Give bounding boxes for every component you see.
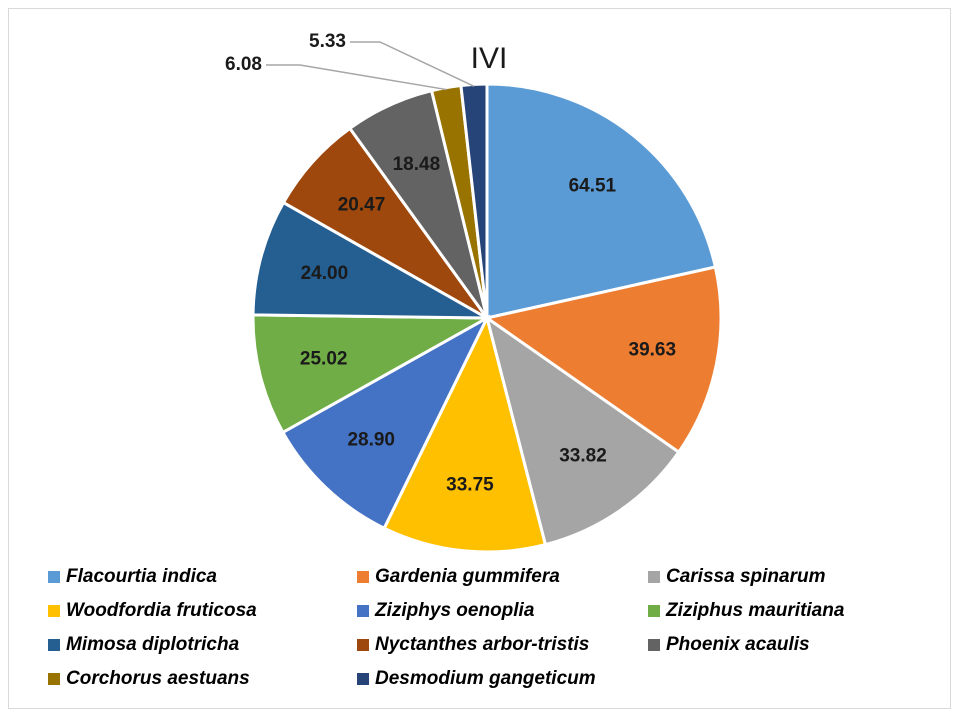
data-label: 20.47 [338, 195, 386, 216]
legend-swatch [357, 571, 369, 583]
legend-swatch [648, 605, 660, 617]
pie-slice [483, 265, 723, 455]
data-label: 33.82 [559, 445, 607, 466]
legend-swatch [357, 605, 369, 617]
legend-swatch [648, 639, 660, 651]
data-label: 39.63 [629, 340, 677, 361]
legend-label: Woodfordia fruticosa [66, 600, 257, 621]
legend-swatch [648, 571, 660, 583]
data-label: 5.33 [309, 31, 346, 52]
legend-label: Nyctanthes arbor-tristis [375, 634, 589, 655]
pie-slice [280, 314, 491, 531]
legend-label: Gardenia gummifera [375, 566, 560, 587]
leader-line [350, 41, 475, 88]
legend-swatch [357, 673, 369, 685]
pie-slice [251, 313, 493, 435]
data-label: 24.00 [301, 263, 349, 284]
legend-swatch [48, 639, 60, 651]
legend-swatch [48, 605, 60, 617]
legend-label: Phoenix acaulis [666, 634, 810, 655]
legend-label: Mimosa diplotricha [66, 634, 240, 655]
leader-line [266, 64, 447, 91]
pie-slice [459, 82, 489, 319]
pie-slice [382, 313, 548, 554]
pie-slice [485, 82, 718, 320]
pie-slice [251, 200, 488, 320]
data-label: 25.02 [300, 348, 348, 369]
legend-swatch [48, 673, 60, 685]
legend-label: Corchorus aestuans [66, 668, 250, 689]
legend-swatch [357, 639, 369, 651]
data-label: 64.51 [569, 176, 617, 197]
legend-label: Ziziphys oenoplia [374, 600, 535, 621]
data-label: 28.90 [347, 429, 395, 450]
pie-slice [484, 314, 681, 547]
legend-label: Carissa spinarum [666, 566, 826, 587]
legend-label: Desmodium gangeticum [375, 668, 596, 689]
legend-label: Ziziphus mauritiana [665, 600, 845, 621]
data-label: 33.75 [446, 475, 494, 496]
data-label: 18.48 [393, 154, 441, 175]
data-label: 6.08 [225, 54, 262, 75]
legend-swatch [48, 571, 60, 583]
chart-title: IVI [471, 42, 508, 75]
legend-label: Flacourtia indica [66, 566, 217, 587]
